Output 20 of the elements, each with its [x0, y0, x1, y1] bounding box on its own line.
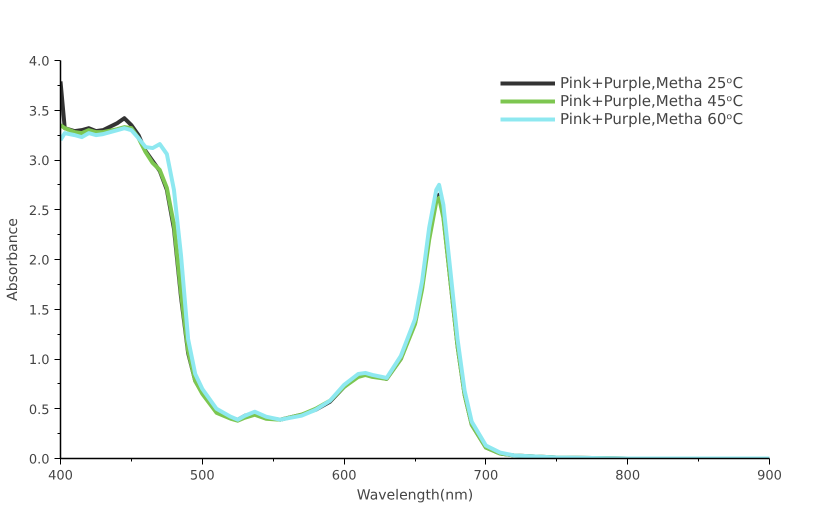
y-tick-label: 1.0: [28, 353, 50, 368]
y-tick-label: 0.0: [28, 452, 50, 468]
x-tick-label: 900: [757, 468, 782, 484]
y-tick-label: 0.5: [28, 402, 50, 418]
x-tick-label: 600: [332, 468, 357, 484]
y-tick-label: 3.0: [28, 154, 50, 169]
x-axis-title: Wavelength(nm): [356, 488, 474, 504]
legend-label: Pink+Purple,Metha 45ᵒC: [560, 92, 744, 110]
y-tick-label: 4.0: [28, 54, 50, 70]
x-tick-label: 700: [473, 468, 498, 484]
y-axis-title: Absorbance: [4, 218, 21, 301]
y-tick-label: 2.0: [28, 254, 50, 268]
legend-label: Pink+Purple,Metha 60ᵒC: [560, 110, 744, 128]
y-tick-label: 3.5: [28, 104, 50, 120]
x-tick-label: 500: [190, 468, 215, 484]
x-tick-label: 400: [48, 468, 73, 484]
legend-label: Pink+Purple,Metha 25ᵒC: [560, 74, 744, 92]
y-tick-label: 1.5: [28, 303, 50, 318]
x-tick-label: 800: [615, 468, 640, 484]
y-tick-label: 2.5: [28, 204, 50, 219]
